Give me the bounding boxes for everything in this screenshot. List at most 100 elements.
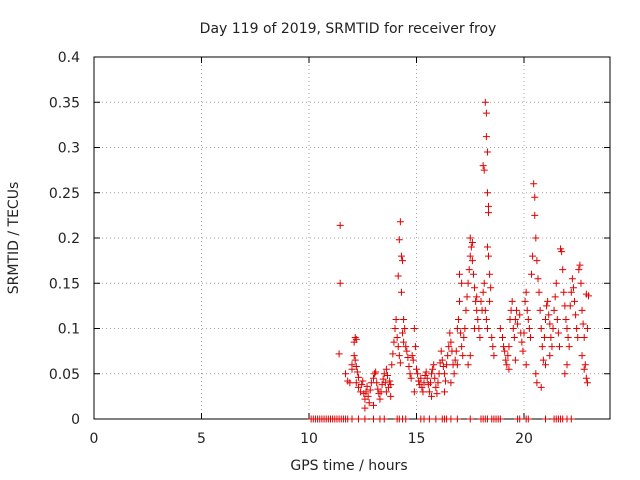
data-point [467,243,475,251]
data-point [471,325,479,332]
data-point [370,415,377,423]
data-point [446,329,454,337]
data-point [544,297,552,305]
data-point [418,383,426,391]
data-point [396,218,404,226]
data-point [511,315,519,323]
x-tick-label: 15 [408,431,426,447]
data-point [567,415,575,423]
data-point [434,379,442,387]
data-point [417,374,425,382]
grid [94,57,610,419]
data-point [402,415,410,423]
data-point [397,252,405,260]
data-point [561,370,569,378]
data-point [440,370,448,378]
data-point [516,415,524,423]
data-point [474,315,482,323]
data-point [389,350,397,358]
data-point [496,325,504,332]
data-point [574,334,582,342]
data-point [405,363,413,371]
data-point [370,374,377,382]
data-point [521,297,529,305]
data-point [373,379,381,387]
data-point [381,379,389,387]
data-point [583,379,591,387]
chart-title: Day 119 of 2019, SRMTID for receiver fro… [200,21,497,37]
data-point [430,361,438,369]
data-point [580,365,588,373]
data-point [533,257,541,265]
data-point [523,306,531,314]
data-point [361,404,369,412]
axis-ticks: 0 5 10 15 20 0 0.05 0.1 0.15 0.2 0.25 0.3 0.35 0.4 [49,50,610,447]
data-point [508,297,516,305]
data-point [414,370,422,378]
data-point [573,325,581,332]
data-point [522,288,530,296]
data-point [458,279,466,287]
data-point [460,334,468,342]
data-point [383,372,391,380]
data-point [407,374,415,382]
data-point [551,293,559,301]
data-point [555,343,563,351]
data-point [534,275,542,283]
data-point [511,356,519,364]
data-point [552,279,560,287]
data-point [408,352,416,360]
data-point [409,356,417,364]
data-point [454,315,462,323]
data-point [483,325,491,332]
data-point [425,388,433,396]
data-point [410,388,418,396]
data-point [403,347,411,355]
data-point [580,334,588,342]
data-point [531,193,539,201]
data-point [394,272,402,280]
data-point [540,334,548,342]
data-point [524,315,532,323]
data-point [410,325,418,332]
data-point [346,379,354,387]
data-point [361,415,369,423]
data-point [348,361,356,369]
data-point [479,162,487,170]
data-point [465,266,473,274]
data-point [438,356,446,364]
data-point [463,293,471,301]
data-point [447,379,455,387]
data-point [452,347,460,355]
data-point [532,370,540,378]
data-point [423,374,431,382]
data-point [380,370,388,378]
data-point [547,334,555,342]
data-point [490,352,498,360]
y-tick-label: 0.15 [49,276,80,292]
data-point [560,288,568,296]
data-point [458,343,466,351]
data-point [352,363,360,371]
data-point [535,288,543,296]
y-tick-label: 0.2 [58,231,80,247]
data-point [487,284,495,292]
data-point [466,415,474,423]
data-point [562,315,570,323]
data-point [399,257,407,265]
data-point [505,343,513,351]
data-point [380,415,388,423]
data-point [569,284,577,292]
data-point [387,392,395,400]
data-point [350,352,358,360]
data-point [444,352,452,360]
data-point [447,338,455,346]
data-point [439,363,447,371]
data-point [566,302,574,310]
data-point [528,270,536,278]
data-point [510,334,518,342]
data-point [365,399,373,407]
data-point [382,365,390,373]
